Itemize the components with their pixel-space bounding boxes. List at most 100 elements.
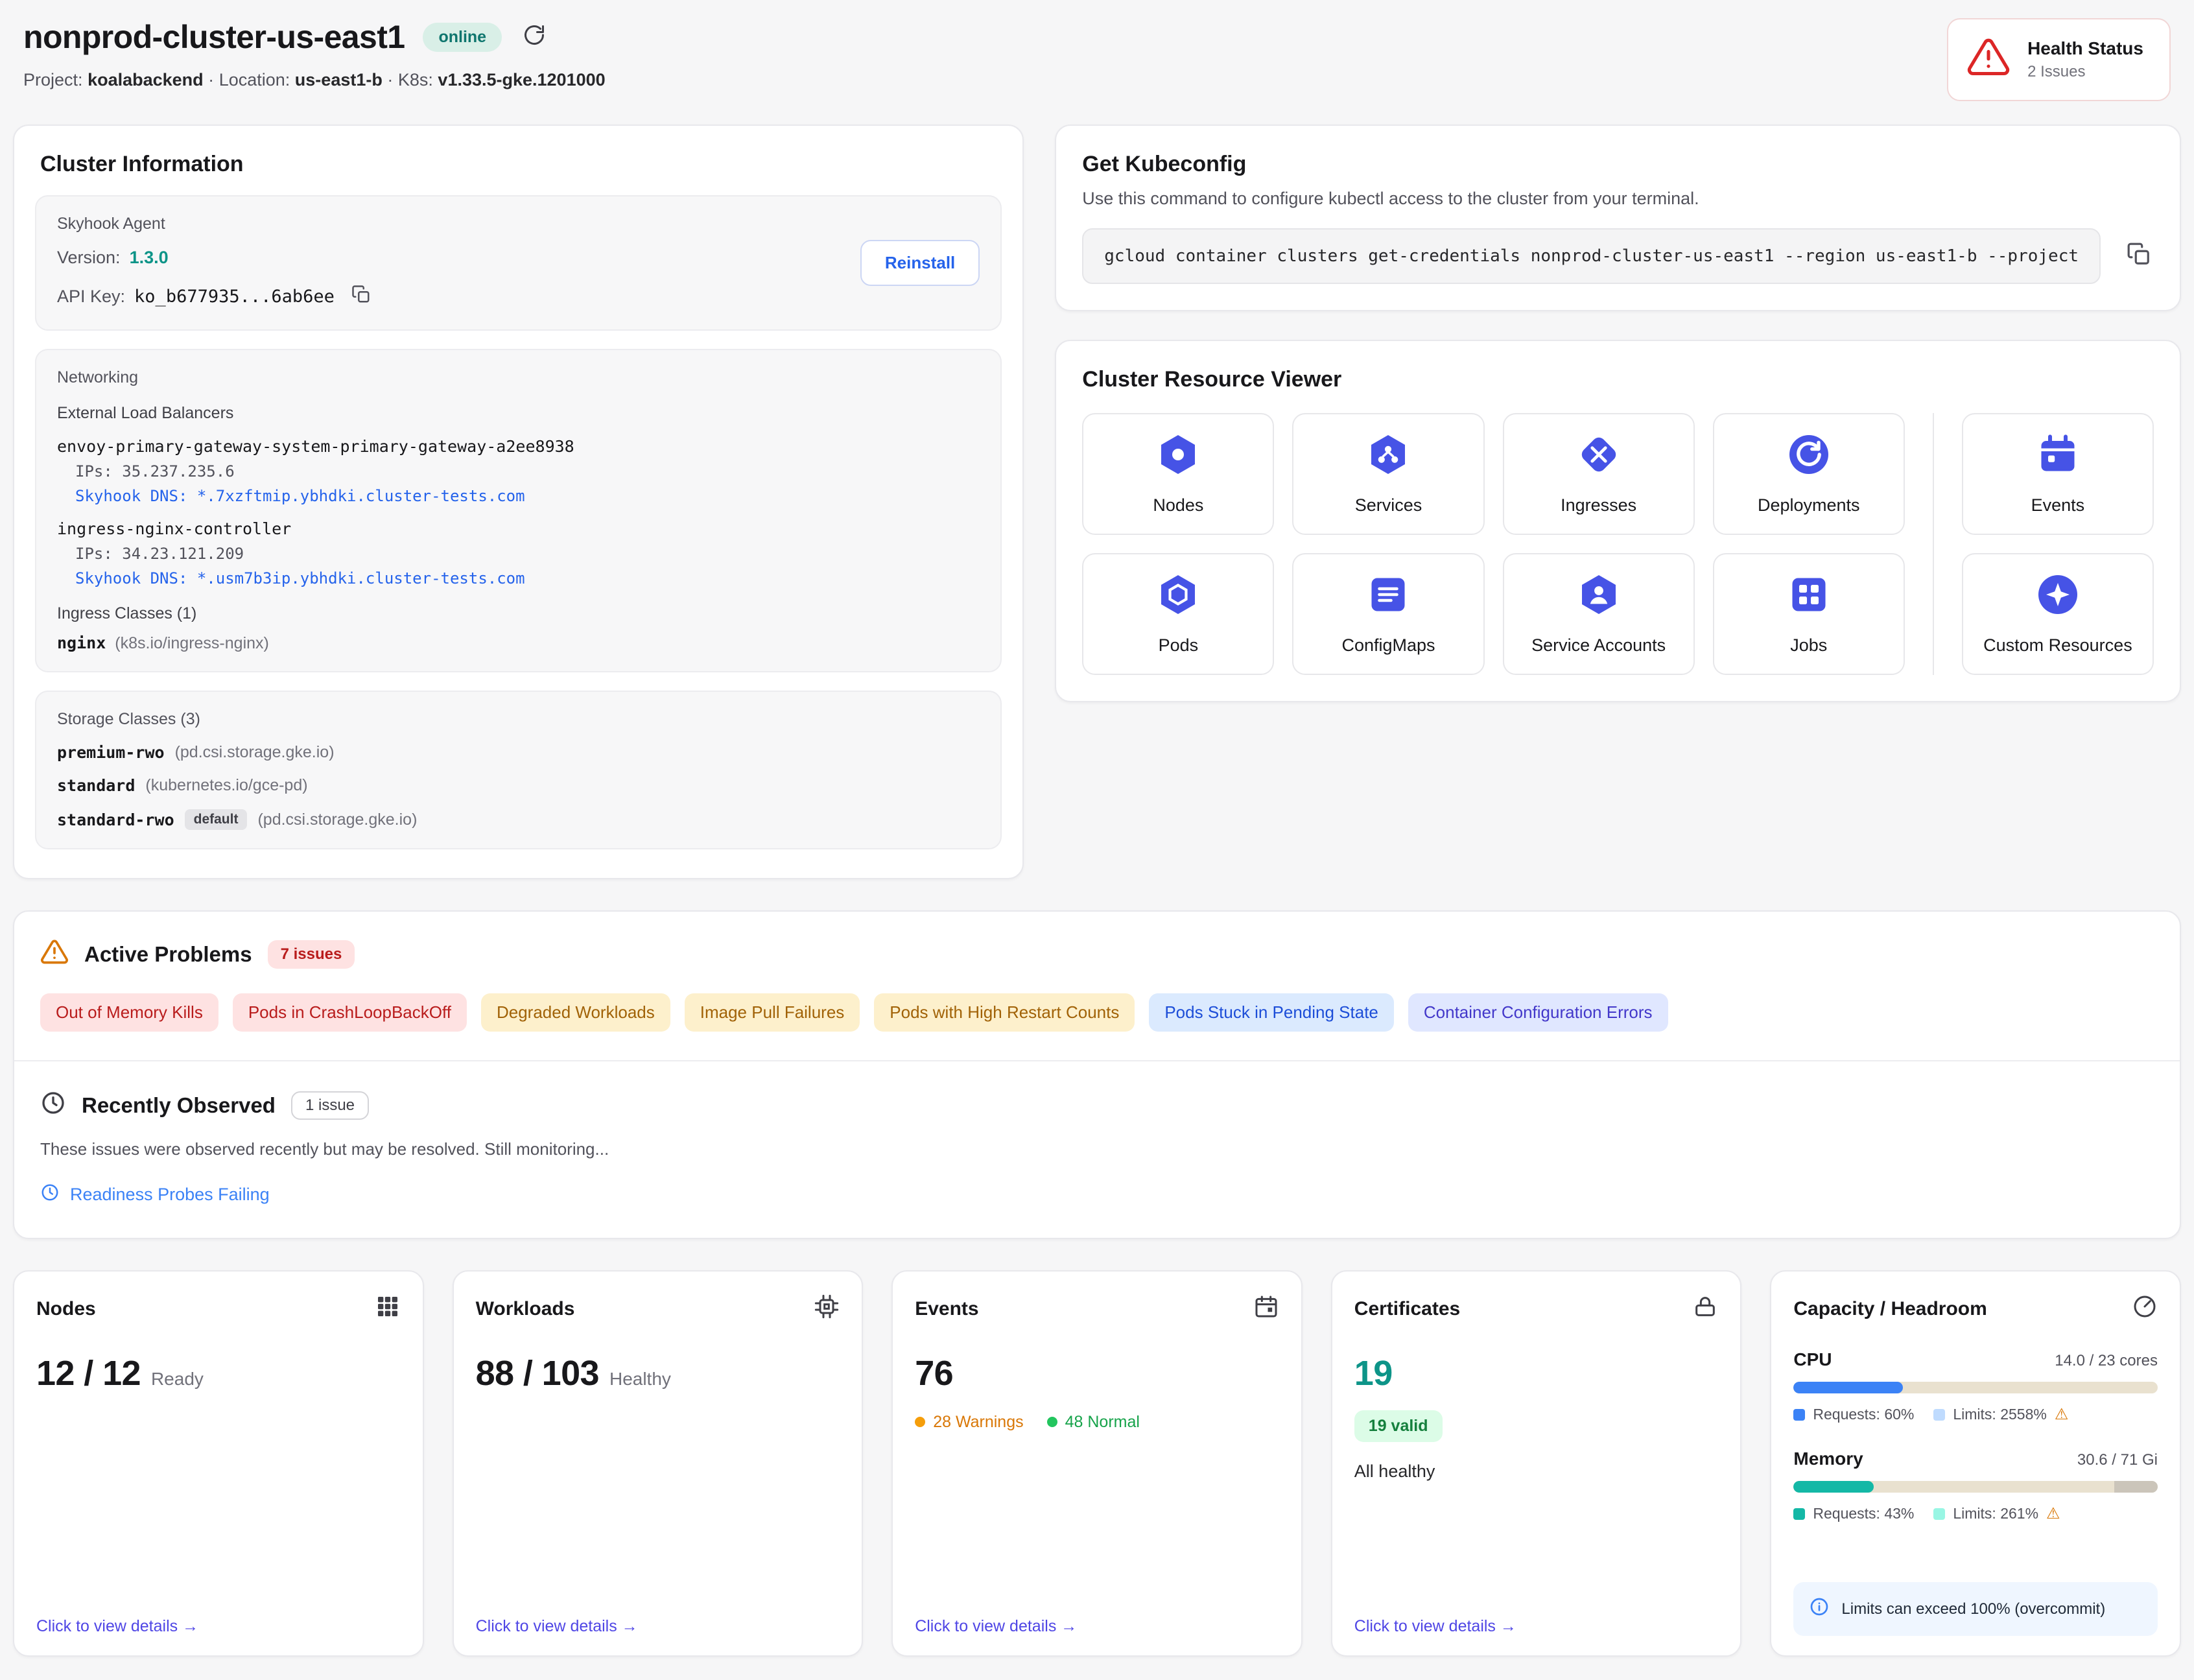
nodes-stat-card[interactable]: Nodes 12 / 12 Ready Click to view detail… xyxy=(13,1270,424,1657)
problem-tag[interactable]: Image Pull Failures xyxy=(684,993,860,1032)
problem-tag[interactable]: Pods in CrashLoopBackOff xyxy=(232,993,467,1032)
storage-class-name: standard xyxy=(57,776,136,795)
meta-separator: · xyxy=(208,70,215,89)
nodes-ready-count: 12 / 12 xyxy=(36,1354,141,1393)
recent-issue-label: Readiness Probes Failing xyxy=(70,1185,270,1204)
nodes-ready-label: Ready xyxy=(150,1369,204,1389)
copy-api-key-button[interactable] xyxy=(349,282,373,311)
problem-tag[interactable]: Degraded Workloads xyxy=(480,993,670,1032)
requests-swatch xyxy=(1793,1508,1806,1520)
health-status-card[interactable]: Health Status 2 Issues xyxy=(1947,18,2171,101)
resource-label: Jobs xyxy=(1790,635,1828,655)
memory-capacity-section: Memory 30.6 / 71 Gi Requests: 43% Limits… xyxy=(1793,1449,2158,1523)
problem-tag[interactable]: Container Configuration Errors xyxy=(1408,993,1668,1032)
load-balancer-ips: IPs: 34.23.121.209 xyxy=(75,545,980,563)
location-value: us-east1-b xyxy=(294,70,383,89)
workloads-stat-card[interactable]: Workloads 88 / 103 Healthy Click to view… xyxy=(452,1270,864,1657)
skyhook-agent-section: Skyhook Agent Version: 1.3.0 API Key: ko… xyxy=(35,195,1002,331)
recent-issue-link[interactable]: Readiness Probes Failing xyxy=(40,1183,270,1207)
cpu-requests-fill xyxy=(1793,1382,1903,1393)
storage-class-provisioner: (pd.csi.storage.gke.io) xyxy=(174,743,335,761)
skyhook-dns-link[interactable]: Skyhook DNS: *.7xzftmip.ybhdki.cluster-t… xyxy=(75,487,980,505)
ingresses-icon xyxy=(1575,431,1622,483)
resource-tile-configmaps[interactable]: ConfigMaps xyxy=(1292,552,1485,675)
limits-swatch xyxy=(1933,1508,1946,1520)
limits-swatch xyxy=(1933,1408,1946,1421)
nodes-details-link[interactable]: Click to view details → xyxy=(36,1617,199,1635)
calendar-icon xyxy=(1253,1294,1279,1325)
resource-tile-service-accounts[interactable]: Service Accounts xyxy=(1502,552,1695,675)
certificates-stat-card[interactable]: Certificates 19 19 valid All healthy Cli… xyxy=(1330,1270,1742,1657)
nodes-value-row: 12 / 12 Ready xyxy=(36,1353,401,1393)
workloads-details-link[interactable]: Click to view details → xyxy=(475,1617,638,1635)
page-title: nonprod-cluster-us-east1 xyxy=(23,19,405,55)
cluster-meta: Project: koalabackend · Location: us-eas… xyxy=(23,70,606,90)
events-card-title: Events xyxy=(915,1298,979,1319)
workloads-value-row: 88 / 103 Healthy xyxy=(476,1353,840,1393)
recent-count-badge: 1 issue xyxy=(290,1091,370,1120)
storage-class-provisioner: (kubernetes.io/gce-pd) xyxy=(145,776,308,794)
cluster-resource-viewer-card: Cluster Resource Viewer Nodes Services I… xyxy=(1055,340,2181,702)
memory-usage-bar xyxy=(1793,1481,2158,1493)
certificates-count: 19 xyxy=(1354,1354,1393,1393)
resource-label: Service Accounts xyxy=(1531,635,1666,655)
problem-tags-row: Out of Memory Kills Pods in CrashLoopBac… xyxy=(40,993,2154,1032)
certificates-details-link[interactable]: Click to view details → xyxy=(1354,1617,1516,1635)
deployments-icon xyxy=(1786,431,1832,483)
resource-label: Nodes xyxy=(1153,495,1204,515)
refresh-button[interactable] xyxy=(520,21,548,54)
resource-tile-services[interactable]: Services xyxy=(1292,413,1485,535)
online-status-badge: online xyxy=(423,22,502,52)
resource-label: Pods xyxy=(1158,635,1199,655)
dns-label: Skyhook DNS: xyxy=(75,487,188,505)
resource-label: Events xyxy=(2031,495,2085,515)
agent-section-label: Skyhook Agent xyxy=(57,215,165,233)
ips-label: IPs: xyxy=(75,462,113,480)
clock-icon xyxy=(40,1183,60,1207)
ingress-class-detail: (k8s.io/ingress-nginx) xyxy=(115,634,269,652)
problem-tag[interactable]: Pods with High Restart Counts xyxy=(874,993,1135,1032)
warning-triangle-icon xyxy=(40,938,69,971)
cpu-usage-value: 14.0 / 23 cores xyxy=(2055,1352,2158,1369)
resource-tile-deployments[interactable]: Deployments xyxy=(1712,413,1905,535)
skyhook-dns-link[interactable]: Skyhook DNS: *.usm7b3ip.ybhdki.cluster-t… xyxy=(75,569,980,587)
resource-grid: Nodes Services Ingresses Deployments xyxy=(1082,413,2154,675)
networking-section-label: Networking xyxy=(57,368,139,386)
certificates-status: All healthy xyxy=(1354,1461,1435,1481)
problem-tag[interactable]: Pods Stuck in Pending State xyxy=(1149,993,1394,1032)
health-status-title: Health Status xyxy=(2027,38,2143,58)
load-balancer-name: ingress-nginx-controller xyxy=(57,519,292,538)
memory-requests-legend: Requests: 43% xyxy=(1793,1505,1914,1522)
copy-command-button[interactable] xyxy=(2124,239,2154,274)
events-stat-card[interactable]: Events 76 28 Warnings 48 Normal Click to… xyxy=(891,1270,1303,1657)
reinstall-button[interactable]: Reinstall xyxy=(860,240,980,286)
info-icon xyxy=(1809,1596,1830,1622)
resource-tile-jobs[interactable]: Jobs xyxy=(1712,552,1905,675)
problem-tag[interactable]: Out of Memory Kills xyxy=(40,993,218,1032)
health-status-count: 2 Issues xyxy=(2027,63,2086,80)
cpu-capacity-header: CPU 14.0 / 23 cores xyxy=(1793,1349,2158,1370)
resource-tile-custom-resources[interactable]: Custom Resources xyxy=(1961,552,2154,675)
ingress-classes-label: Ingress Classes (1) xyxy=(57,604,197,622)
right-column: Get Kubeconfig Use this command to confi… xyxy=(1055,124,2181,702)
resource-tile-nodes[interactable]: Nodes xyxy=(1082,413,1275,535)
cpu-limits-legend: Limits: 2558% ⚠ xyxy=(1933,1405,2068,1424)
resource-tile-events[interactable]: Events xyxy=(1961,413,2154,535)
copy-icon xyxy=(2127,242,2151,271)
agent-details: Skyhook Agent Version: 1.3.0 API Key: ko… xyxy=(57,215,373,311)
k8s-label: K8s: xyxy=(397,70,433,89)
storage-class-name: standard-rwo xyxy=(57,810,174,829)
copy-icon xyxy=(351,285,371,309)
custom-resources-icon xyxy=(2035,571,2081,623)
nodes-card-title: Nodes xyxy=(36,1298,96,1319)
events-details-link[interactable]: Click to view details → xyxy=(915,1617,1078,1635)
resource-tile-pods[interactable]: Pods xyxy=(1082,552,1275,675)
storage-class-name: premium-rwo xyxy=(57,743,165,762)
cpu-chip-icon xyxy=(814,1294,840,1325)
resource-tile-ingresses[interactable]: Ingresses xyxy=(1502,413,1695,535)
load-balancer-entry: ingress-nginx-controller IPs: 34.23.121.… xyxy=(57,519,980,587)
default-storage-badge: default xyxy=(184,809,248,830)
title-row: nonprod-cluster-us-east1 online xyxy=(23,18,606,56)
memory-label: Memory xyxy=(1793,1449,1863,1469)
load-balancer-ips: IPs: 35.237.235.6 xyxy=(75,462,980,480)
